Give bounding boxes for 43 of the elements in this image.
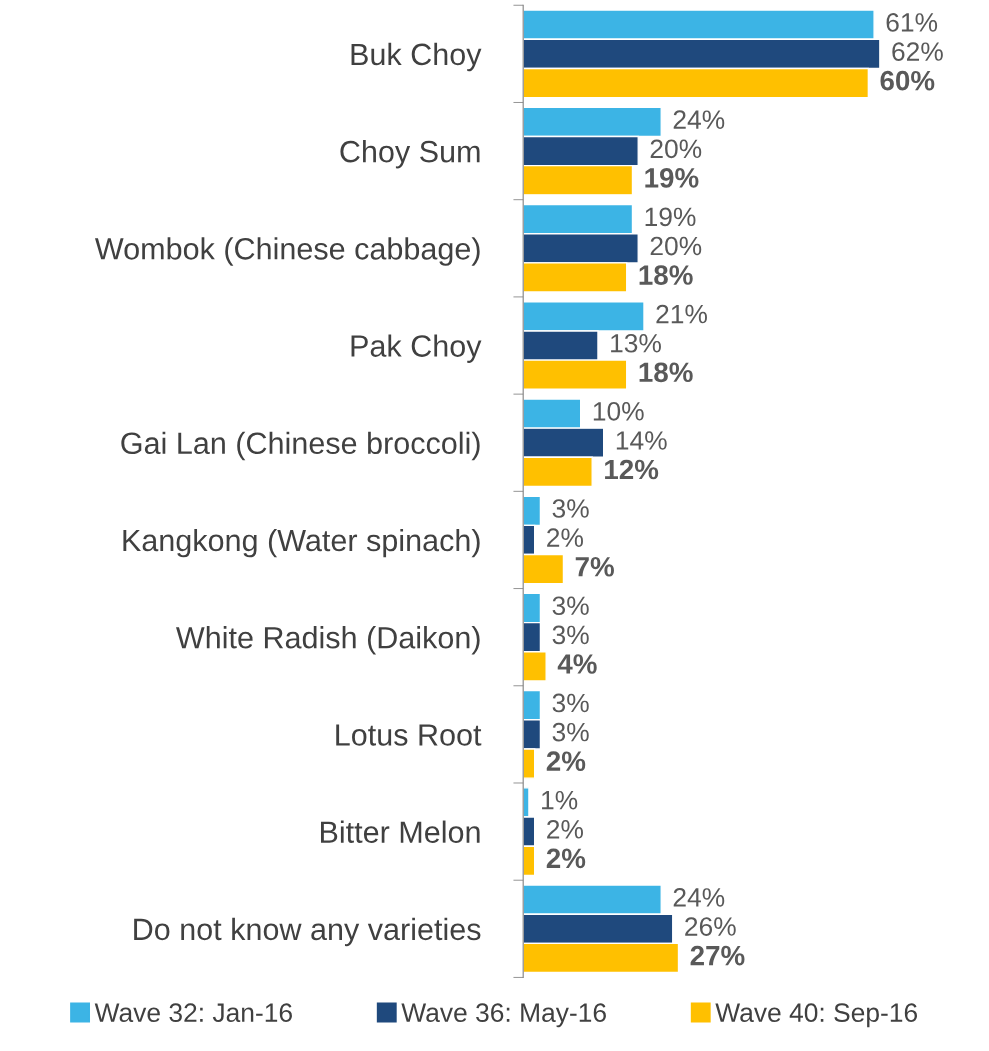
data-label: 19%	[645, 207, 696, 227]
data-label: 10%	[593, 401, 644, 421]
data-label: 60%	[880, 70, 935, 91]
y-tick-label: Wombok (Chinese cabbage)	[94, 237, 480, 266]
y-tick-label: Do not know any varieties	[134, 917, 481, 947]
data-label: 18%	[639, 362, 693, 383]
y-tick-label: Kangkong (Water spinach)	[123, 528, 480, 558]
data-label: 3%	[552, 596, 589, 616]
data-label: 3%	[552, 693, 589, 713]
legend-label: Wave 40: Sep-16	[715, 1003, 918, 1028]
data-label: 26%	[685, 917, 736, 936]
data-label: 61%	[886, 13, 938, 32]
data-label: 2%	[547, 820, 583, 839]
y-tick-label: Choy Sum	[340, 140, 480, 169]
data-label: 13%	[611, 333, 661, 353]
y-tick-label: White Radish (Daikon)	[176, 626, 480, 655]
data-label: 20%	[650, 236, 702, 256]
data-label: 4%	[557, 654, 597, 674]
data-label: 1%	[542, 790, 578, 810]
data-label: 18%	[639, 265, 693, 285]
legend-label: Wave 32: Jan-16	[94, 1003, 292, 1023]
data-label: 3%	[552, 499, 589, 518]
data-label: 14%	[616, 431, 667, 450]
y-tick-label: Pak Choy	[351, 334, 482, 363]
data-label: 19%	[645, 168, 699, 188]
data-label: 27%	[690, 945, 745, 966]
data-label: 3%	[552, 625, 589, 645]
data-label: 2%	[547, 528, 583, 547]
y-tick-label: Gai Lan (Chinese broccoli)	[121, 431, 480, 461]
data-label: 7%	[575, 556, 614, 577]
y-tick-label: Buk Choy	[351, 42, 482, 72]
data-label: 21%	[656, 304, 707, 324]
data-label: 24%	[673, 888, 725, 907]
data-label: 2%	[546, 848, 586, 869]
data-label: 3%	[552, 722, 589, 742]
data-label: 2%	[546, 751, 586, 771]
data-label: 20%	[650, 139, 702, 159]
data-label: 62%	[892, 42, 943, 61]
y-tick-label: Lotus Root	[336, 724, 482, 746]
y-tick-label: Bitter Melon	[321, 820, 480, 843]
data-label: 24%	[673, 110, 725, 129]
legend-label: Wave 36: May-16	[401, 1003, 606, 1028]
data-label: 12%	[605, 459, 659, 480]
